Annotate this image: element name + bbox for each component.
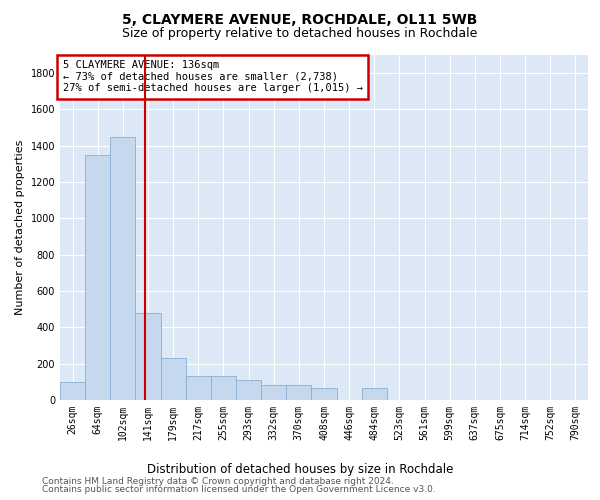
Text: 5 CLAYMERE AVENUE: 136sqm
← 73% of detached houses are smaller (2,738)
27% of se: 5 CLAYMERE AVENUE: 136sqm ← 73% of detac…: [62, 60, 362, 94]
Bar: [136, 313, 161, 400]
Bar: [161, 358, 186, 400]
Bar: [236, 380, 261, 400]
Text: Contains HM Land Registry data © Crown copyright and database right 2024.: Contains HM Land Registry data © Crown c…: [42, 477, 394, 486]
Bar: [311, 388, 337, 400]
Bar: [261, 386, 286, 400]
Bar: [60, 382, 85, 400]
Bar: [211, 376, 236, 400]
Text: Distribution of detached houses by size in Rochdale: Distribution of detached houses by size …: [147, 462, 453, 475]
Y-axis label: Number of detached properties: Number of detached properties: [15, 140, 25, 315]
Bar: [362, 388, 387, 400]
Bar: [85, 155, 110, 400]
Bar: [110, 136, 136, 400]
Bar: [186, 376, 211, 400]
Text: Size of property relative to detached houses in Rochdale: Size of property relative to detached ho…: [122, 28, 478, 40]
Bar: [286, 386, 311, 400]
Text: 5, CLAYMERE AVENUE, ROCHDALE, OL11 5WB: 5, CLAYMERE AVENUE, ROCHDALE, OL11 5WB: [122, 12, 478, 26]
Text: Contains public sector information licensed under the Open Government Licence v3: Contains public sector information licen…: [42, 485, 436, 494]
